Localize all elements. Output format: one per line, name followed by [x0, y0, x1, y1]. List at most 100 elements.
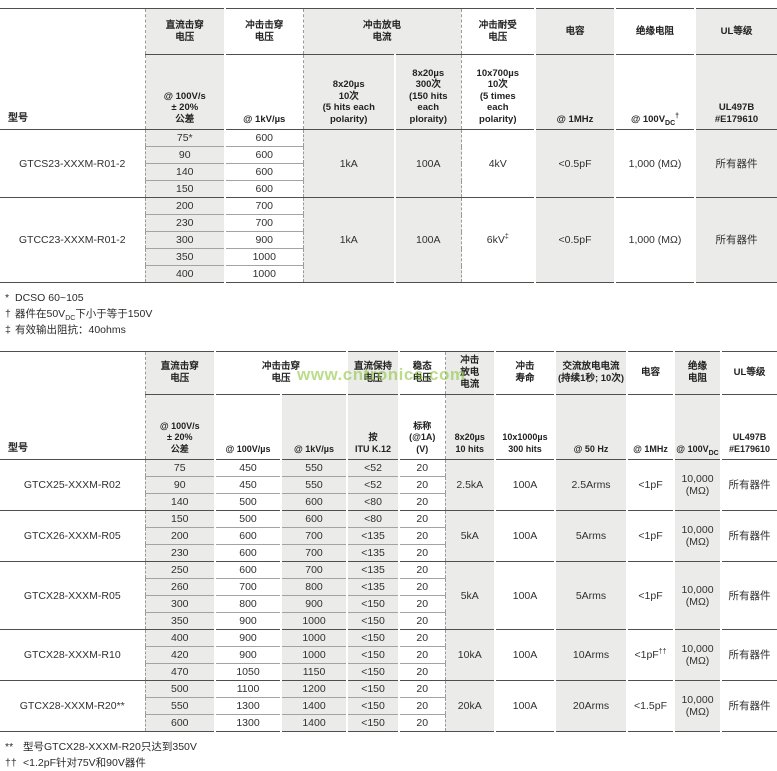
cond-itu-k12: 按 ITU K.12	[346, 394, 400, 460]
value-cell: 900	[214, 612, 281, 630]
merged-value-cell: 20Arms	[554, 680, 628, 732]
value-cell: <135	[346, 527, 400, 545]
merged-value-cell: 100A	[393, 197, 462, 283]
value-cell: 350	[144, 248, 225, 266]
merged-value-cell: 1,000 (MΩ)	[614, 129, 696, 198]
cond-1kv-us: @ 1kV/µs	[279, 394, 348, 460]
merged-value-cell: 10,000 (MΩ)	[673, 561, 722, 630]
merged-value-cell: 100A	[494, 561, 556, 630]
table-row: 140 600	[0, 163, 777, 181]
cond-ul: UL497B #E179610	[720, 394, 777, 460]
table2-title-row: 型号 直流击穿 电压 冲击击穿 电压 直流保持 电压 稳态 电压 冲击 放电 电…	[0, 351, 777, 460]
merged-value-cell: 所有器件	[694, 129, 777, 198]
value-cell: <52	[346, 476, 400, 494]
table-row: 90 600	[0, 146, 777, 164]
value-cell: 420	[144, 646, 215, 664]
table-row: GTCX25-XXXM-R02 75 450 550 <52 20 2.5kA 100A 2.5…	[0, 459, 777, 511]
value-cell: 20	[398, 561, 446, 579]
value-cell: 20	[398, 612, 446, 630]
value-cell: 20	[398, 697, 446, 715]
value-cell: 20	[398, 714, 446, 732]
value-cell: 20	[398, 595, 446, 613]
model-group: GTCX28-XXXM-R20** 500 1100 1200 <150 20 20kA 10…	[0, 680, 777, 732]
merged-value-cell: 100A	[494, 510, 556, 562]
table2-footnotes: ** 型号GTCX28-XXXM-R20只达到350V †† <1.2pF针对75V…	[5, 739, 777, 771]
table-row: 400 1000	[0, 265, 777, 283]
col-title-steady-state: 稳态 电压	[398, 351, 446, 395]
model-column-header: 型号	[0, 8, 145, 130]
table-row: 350 1000	[0, 248, 777, 266]
value-cell: 1300	[214, 697, 281, 715]
model-cell: GTCX26-XXXM-R05	[0, 510, 145, 562]
model-cell: GTCX28-XXXM-R10	[0, 629, 145, 681]
merged-value-cell: 所有器件	[720, 680, 777, 732]
value-cell: <150	[346, 714, 400, 732]
value-cell: 900	[214, 629, 281, 647]
value-cell: 1100	[214, 680, 281, 698]
cond-impulse-breakdown: @ 1kV/µs	[224, 54, 303, 130]
value-cell: 550	[279, 476, 348, 494]
table-row: GTCX28-XXXM-R10 400 900 1000 <150 20 10kA 100A 1…	[0, 629, 777, 681]
merged-value-cell: <0.5pF	[534, 197, 616, 283]
cond-discharge-10hits: 8x20µs 10次 (5 hits each polarity)	[302, 54, 395, 130]
col-title-dc-breakdown: 直流击穿 电压	[144, 8, 225, 55]
value-cell: 20	[398, 646, 446, 664]
table1-title-row: 型号 直流击穿 电压 冲击击穿 电压 冲击放电 电流 冲击耐受 电压 电容 绝缘…	[0, 8, 777, 130]
cond-capacitance: @ 1MHz	[626, 394, 675, 460]
value-cell: 600	[224, 180, 303, 198]
value-cell: 20	[398, 629, 446, 647]
value-cell: 1400	[279, 714, 348, 732]
value-cell: 1000	[224, 265, 303, 283]
table-row: 420 900 1000 <150 20	[0, 646, 777, 664]
table-row: 350 900 1000 <150 20	[0, 612, 777, 630]
table-row: 140 500 600 <80 20	[0, 493, 777, 511]
value-cell: 900	[214, 646, 281, 664]
merged-value-cell: <1pF	[626, 459, 675, 511]
merged-value-cell: 10kA	[444, 629, 496, 681]
value-cell: 20	[398, 510, 446, 528]
value-cell: 700	[279, 527, 348, 545]
value-cell: <80	[346, 493, 400, 511]
merged-value-cell: 1kA	[302, 197, 395, 283]
value-cell: 600	[224, 163, 303, 181]
merged-value-cell: 10,000 (MΩ)	[673, 629, 722, 681]
value-cell: 600	[214, 544, 281, 562]
value-cell: 400	[144, 629, 215, 647]
merged-value-cell: 10,000 (MΩ)	[673, 680, 722, 732]
value-cell: 800	[214, 595, 281, 613]
footnote-dcso: * DCSO 60~105	[5, 292, 84, 304]
table-row: 90 450 550 <52 20	[0, 476, 777, 494]
merged-value-cell: <1pF††	[626, 629, 675, 681]
col-title-impulse-discharge: 冲击放电 电流	[302, 8, 462, 55]
merged-value-cell: 100A	[494, 680, 556, 732]
cond-withstand: 10x700µs 10次 (5 times each polarity)	[460, 54, 536, 130]
value-cell: <150	[346, 612, 400, 630]
value-cell: 20	[398, 578, 446, 596]
value-cell: <150	[346, 680, 400, 698]
value-cell: 260	[144, 578, 215, 596]
value-cell: <135	[346, 578, 400, 596]
value-cell: 1400	[279, 697, 348, 715]
value-cell: 600	[224, 146, 303, 164]
value-cell: 1200	[279, 680, 348, 698]
value-cell: 230	[144, 544, 215, 562]
value-cell: 550	[279, 459, 348, 477]
value-cell: 230	[144, 214, 225, 232]
merged-value-cell: 6kV‡	[460, 197, 536, 283]
footnote-capacitance: †† <1.2pF针对75V和90V器件	[5, 757, 146, 769]
merged-value-cell: 所有器件	[720, 561, 777, 630]
table-row: 470 1050 1150 <150 20	[0, 663, 777, 681]
table-row: 550 1300 1400 <150 20	[0, 697, 777, 715]
value-cell: 550	[144, 697, 215, 715]
table-row: 200 600 700 <135 20	[0, 527, 777, 545]
table-row: GTCS23-XXXM-R01-2 75* 600 1kA 100A 4kV <0.5pF 1…	[0, 129, 777, 198]
model-cell: GTCC23-XXXM-R01-2	[0, 197, 145, 283]
table-row: GTCX28-XXXM-R20** 500 1100 1200 <150 20 20kA 10…	[0, 680, 777, 732]
value-cell: <150	[346, 595, 400, 613]
merged-value-cell: 所有器件	[694, 197, 777, 283]
value-cell: 1000	[279, 646, 348, 664]
model-group: GTCS23-XXXM-R01-2 75* 600 1kA 100A 4kV <0.5pF 1…	[0, 129, 777, 198]
spec-table-2: 型号 直流击穿 电压 冲击击穿 电压 直流保持 电压 稳态 电压 冲击 放电 电…	[0, 351, 777, 732]
merged-value-cell: 100A	[494, 629, 556, 681]
table-row: 300 900	[0, 231, 777, 249]
